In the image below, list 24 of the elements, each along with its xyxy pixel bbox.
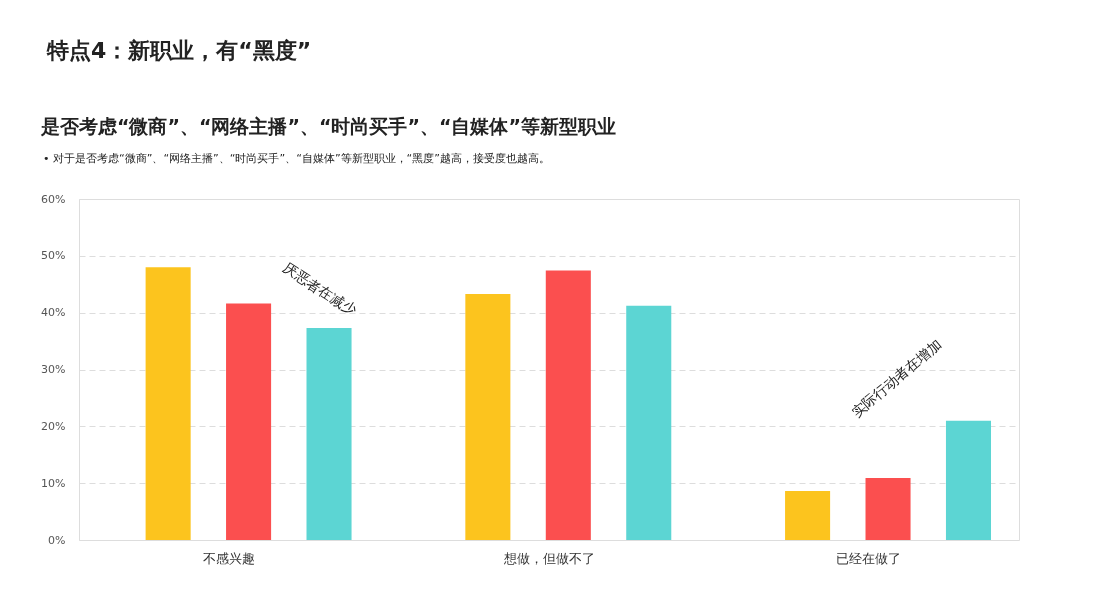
y-tick-label: 40% bbox=[41, 306, 66, 320]
text: • 对于是否考虑“微商”、“网络主播”、“时尚买手”、“自媒体”等新型职业，“黑度”越高，接受度也越高。 bbox=[43, 152, 550, 165]
y-tick-label: 30% bbox=[41, 363, 66, 376]
y-tick-label: 50% bbox=[41, 249, 66, 263]
annotation: 厌恶者在减少 bbox=[280, 259, 360, 319]
annotation: 实际行动者在增加 bbox=[848, 336, 945, 421]
x-tick-label: 想做，但做不了 bbox=[502, 550, 595, 566]
x-tick-label: 不感兴趣 bbox=[203, 550, 256, 566]
bar bbox=[945, 420, 992, 540]
bar bbox=[626, 305, 672, 540]
y-tick-label: 60% bbox=[41, 192, 66, 206]
bar bbox=[145, 267, 191, 540]
bar bbox=[306, 328, 352, 540]
chart-title: 特点4：新职业，有“黑度” bbox=[46, 38, 312, 63]
bar bbox=[865, 478, 911, 540]
y-tick-label: 0% bbox=[48, 533, 66, 547]
bar bbox=[226, 303, 272, 540]
bar bbox=[465, 293, 511, 540]
y-tick-label: 20% bbox=[41, 419, 66, 433]
y-tick-label: 10% bbox=[41, 476, 66, 490]
x-tick-label: 已经在做了 bbox=[836, 550, 902, 566]
bar bbox=[545, 270, 591, 540]
bar bbox=[785, 491, 831, 540]
chart-subtitle: 是否考虑“微商”、“网络主播”、“时尚买手”、“自媒体”等新型职业 bbox=[40, 115, 616, 137]
